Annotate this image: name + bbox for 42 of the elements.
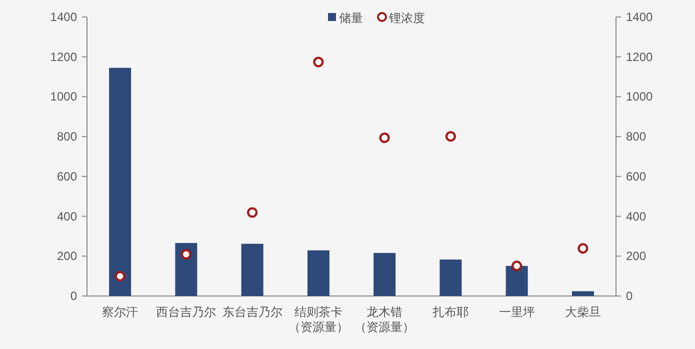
bar [506,266,528,296]
x-tick-label: 东台吉乃尔 [222,305,282,319]
bar [307,250,330,296]
bar [374,252,396,296]
y-tick-label: 400 [56,209,78,224]
point [180,249,192,260]
legend-label: 储量 [339,11,363,25]
y2-tick-label: 1400 [626,10,654,24]
point [445,131,456,142]
y2-tick-label: 0 [626,289,633,303]
x-tick-label: 龙木错（资源量） [354,305,415,334]
y-tick-label: 800 [56,130,78,144]
x-tick-label: 扎布耶 [432,305,469,319]
y-tick-label: 200 [56,249,78,264]
bar [241,244,264,296]
bar [440,260,462,296]
point [379,132,390,144]
point [578,243,588,254]
y2-tick-label: 400 [626,209,646,224]
y2-tick-label: 1200 [626,50,654,64]
y2-tick-label: 1000 [626,90,654,104]
x-tick-label: 察尔汗 [102,305,138,319]
x-tick-label: 结则茶卡（资源量） [288,305,348,334]
point [114,270,126,282]
y-tick-label: 600 [56,169,78,184]
x-tick-label: 西台吉乃尔 [156,305,216,319]
point [512,260,522,272]
y-tick-label: 1400 [50,10,78,24]
legend-label: 锂浓度 [388,11,425,25]
y2-tick-label: 600 [626,169,646,184]
y2-tick-label: 200 [626,249,646,264]
x-tick-label: 大柴旦 [564,305,601,319]
bar [175,242,198,296]
x-tick-label: 一里坪 [498,305,535,319]
bar [109,68,132,296]
bar [572,291,594,296]
y2-tick-label: 800 [626,130,646,144]
y-tick-label: 1000 [50,90,78,104]
y-tick-label: 0 [70,289,78,303]
point [247,207,258,218]
point [313,56,324,68]
y-tick-label: 1200 [50,50,78,64]
